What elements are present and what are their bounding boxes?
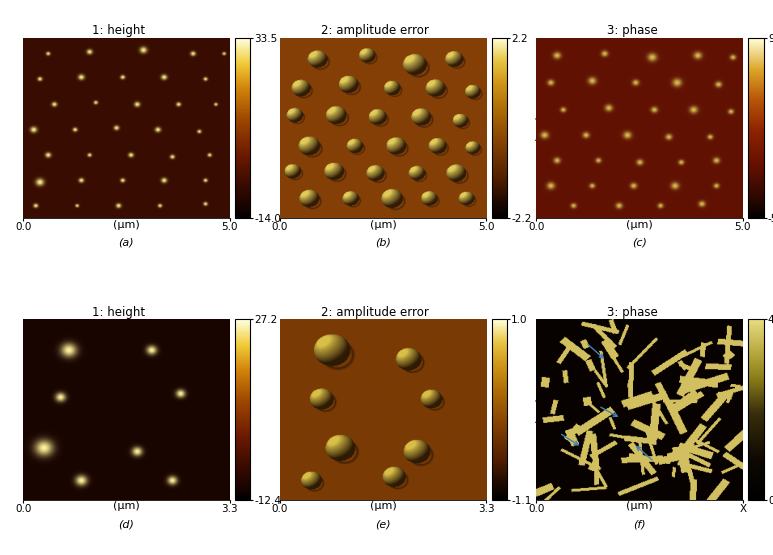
Text: (μm): (μm) (626, 220, 653, 230)
Text: 2: amplitude error: 2: amplitude error (322, 24, 429, 37)
Text: (μm): (μm) (626, 501, 653, 511)
Text: 1: height: 1: height (92, 24, 145, 37)
Text: 2: amplitude error: 2: amplitude error (322, 305, 429, 319)
Text: 1: height: 1: height (92, 305, 145, 319)
Text: 3: phase: 3: phase (607, 305, 657, 319)
Text: (e): (e) (375, 519, 391, 529)
Y-axis label: (nm): (nm) (534, 114, 544, 141)
Text: (a): (a) (118, 238, 135, 248)
Text: (d): (d) (118, 519, 135, 529)
Y-axis label: (nm): (nm) (534, 396, 544, 423)
Text: (μm): (μm) (369, 220, 397, 230)
Text: (μm): (μm) (369, 501, 397, 511)
Text: (b): (b) (375, 238, 391, 248)
Text: (μm): (μm) (113, 501, 140, 511)
Text: (μm): (μm) (113, 220, 140, 230)
Y-axis label: (nm): (nm) (284, 396, 295, 423)
Text: (f): (f) (633, 519, 646, 529)
Y-axis label: (nm): (nm) (284, 114, 295, 141)
Text: 3: phase: 3: phase (607, 24, 657, 37)
Text: (c): (c) (632, 238, 647, 248)
